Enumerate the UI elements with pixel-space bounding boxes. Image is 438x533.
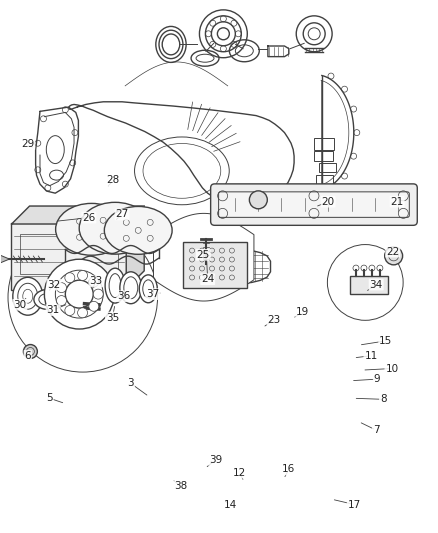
Text: 27: 27	[116, 209, 129, 220]
Bar	[20, 234, 118, 274]
Text: 30: 30	[13, 300, 26, 310]
FancyBboxPatch shape	[183, 241, 247, 288]
Circle shape	[8, 223, 158, 372]
Ellipse shape	[79, 203, 151, 254]
Circle shape	[249, 191, 267, 209]
Text: 12: 12	[233, 467, 246, 478]
Text: 15: 15	[379, 336, 392, 346]
Text: 21: 21	[391, 197, 404, 207]
Polygon shape	[153, 213, 254, 301]
Text: 16: 16	[282, 464, 296, 474]
Ellipse shape	[34, 289, 62, 310]
Text: 17: 17	[348, 499, 361, 510]
Ellipse shape	[120, 272, 142, 304]
Ellipse shape	[105, 268, 125, 303]
Text: 11: 11	[364, 351, 378, 361]
FancyBboxPatch shape	[219, 192, 409, 217]
Polygon shape	[0, 254, 10, 264]
Circle shape	[65, 273, 75, 282]
Polygon shape	[12, 206, 144, 224]
Ellipse shape	[56, 204, 127, 255]
FancyBboxPatch shape	[11, 223, 127, 290]
Text: 35: 35	[106, 312, 119, 322]
Circle shape	[89, 301, 99, 311]
Circle shape	[327, 245, 403, 320]
Text: 19: 19	[296, 307, 310, 317]
Text: 23: 23	[267, 314, 281, 325]
Text: 22: 22	[386, 247, 399, 256]
Ellipse shape	[139, 275, 157, 303]
Text: 3: 3	[127, 378, 134, 389]
Text: 28: 28	[107, 175, 120, 185]
Text: 9: 9	[374, 374, 380, 384]
Text: 7: 7	[373, 425, 379, 435]
Circle shape	[385, 247, 403, 265]
Bar	[350, 276, 388, 294]
Circle shape	[89, 277, 99, 287]
Text: 31: 31	[46, 305, 60, 315]
Text: 24: 24	[201, 274, 214, 284]
Text: 10: 10	[385, 364, 399, 374]
Text: 8: 8	[380, 394, 386, 405]
Ellipse shape	[104, 206, 172, 254]
Text: 32: 32	[47, 280, 60, 289]
Text: 38: 38	[174, 481, 187, 491]
Text: 36: 36	[117, 291, 131, 301]
FancyBboxPatch shape	[211, 184, 417, 225]
Text: 29: 29	[21, 139, 35, 149]
Text: 5: 5	[46, 393, 53, 403]
Polygon shape	[126, 206, 144, 289]
Ellipse shape	[13, 277, 43, 315]
Circle shape	[44, 259, 114, 329]
Circle shape	[57, 296, 67, 305]
Circle shape	[78, 308, 88, 318]
Text: 33: 33	[89, 277, 102, 286]
Text: 34: 34	[370, 280, 383, 289]
Text: 14: 14	[224, 499, 237, 510]
Circle shape	[78, 270, 88, 280]
Circle shape	[65, 305, 75, 316]
Circle shape	[23, 344, 37, 359]
Text: 26: 26	[82, 213, 95, 223]
Text: 20: 20	[321, 197, 335, 207]
Text: 25: 25	[197, 250, 210, 260]
Text: 39: 39	[209, 455, 222, 465]
Circle shape	[93, 289, 103, 299]
Circle shape	[57, 282, 67, 293]
Text: 37: 37	[146, 289, 159, 299]
Text: 6: 6	[25, 351, 31, 361]
